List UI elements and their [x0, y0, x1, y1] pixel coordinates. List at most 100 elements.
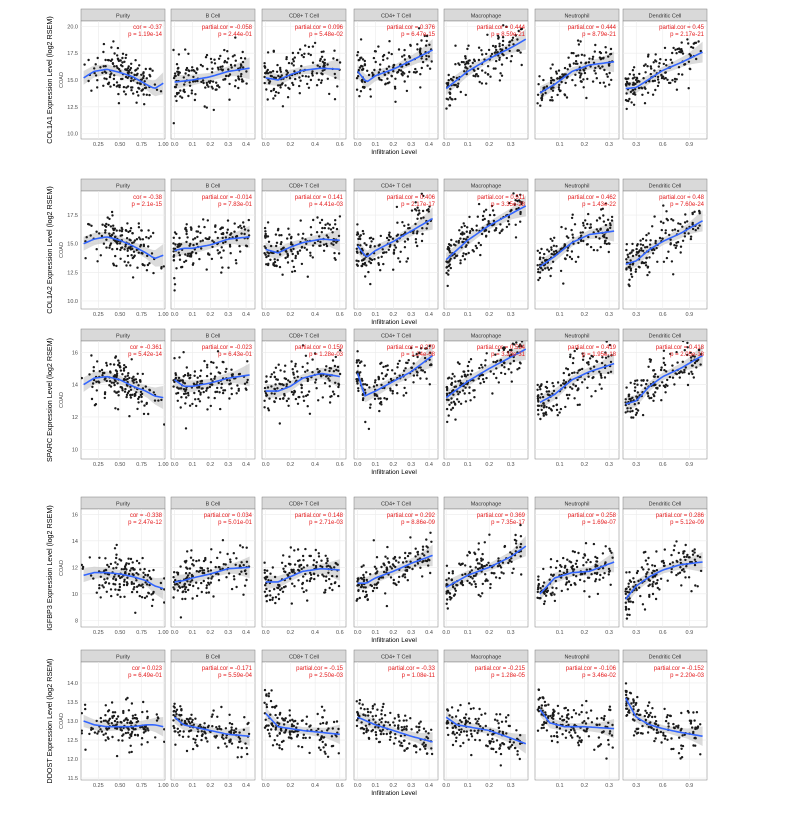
- scatter-point: [267, 579, 270, 582]
- scatter-point: [375, 556, 379, 559]
- scatter-point: [481, 214, 485, 218]
- scatter-point: [220, 382, 223, 386]
- scatter-point: [206, 408, 209, 411]
- scatter-point: [464, 386, 467, 389]
- x-tick-label: 0.0: [171, 312, 179, 318]
- scatter-point: [193, 391, 196, 395]
- scatter-point: [489, 586, 492, 590]
- scatter-point: [301, 74, 304, 78]
- scatter-point: [239, 544, 242, 547]
- scatter-point: [415, 209, 418, 212]
- x-axis-label: Infiltration Level: [371, 469, 417, 476]
- scatter-point: [660, 399, 663, 402]
- scatter-point: [479, 595, 482, 598]
- scatter-point: [601, 567, 605, 570]
- scatter-point: [652, 580, 655, 584]
- scatter-point: [667, 250, 670, 253]
- x-tick-label: 1.00: [158, 312, 169, 318]
- scatter-point: [239, 66, 242, 69]
- scatter-point: [631, 254, 635, 258]
- scatter-point: [298, 249, 302, 252]
- scatter-point: [118, 85, 121, 89]
- scatter-point: [126, 374, 129, 377]
- scatter-point: [309, 78, 313, 82]
- scatter-point: [445, 592, 448, 595]
- scatter-point: [446, 83, 450, 87]
- scatter-point: [305, 248, 309, 251]
- scatter-point: [452, 393, 455, 396]
- scatter-point: [335, 58, 339, 62]
- scatter-point: [420, 239, 424, 243]
- scatter-point: [263, 561, 266, 564]
- scatter-point: [556, 414, 559, 417]
- scatter-point: [142, 93, 145, 96]
- y-tick-label: 12.5: [67, 738, 78, 744]
- scatter-point: [492, 372, 495, 376]
- scatter-point: [414, 222, 417, 226]
- scatter-point: [543, 592, 546, 595]
- scatter-point: [134, 378, 138, 381]
- scatter-point: [234, 36, 237, 39]
- scatter-point: [512, 567, 515, 570]
- scatter-point: [145, 77, 148, 80]
- scatter-point: [476, 558, 479, 561]
- scatter-point: [496, 359, 499, 363]
- scatter-point: [500, 371, 503, 375]
- scatter-point: [173, 289, 176, 292]
- scatter-point: [603, 235, 606, 239]
- scatter-point: [647, 365, 650, 368]
- trend-line: [83, 375, 164, 399]
- scatter-point: [366, 598, 369, 602]
- scatter-point: [543, 86, 546, 89]
- scatter-point: [126, 582, 129, 585]
- scatter-point: [103, 578, 106, 581]
- correlation-label: partial.cor = 0.376: [387, 25, 436, 31]
- scatter-point: [172, 596, 175, 599]
- scatter-point: [445, 578, 448, 582]
- plot-area: [624, 341, 703, 419]
- x-tick-label: 0.4: [311, 630, 319, 636]
- scatter-point: [587, 235, 590, 239]
- scatter-point: [120, 234, 124, 237]
- scatter-point: [373, 394, 377, 397]
- scatter-point: [507, 223, 511, 226]
- scatter-point: [114, 355, 118, 358]
- scatter-point: [278, 584, 281, 587]
- scatter-point: [630, 273, 633, 276]
- panel-title: Macrophage: [471, 183, 502, 189]
- scatter-point: [510, 348, 513, 352]
- scatter-point: [303, 52, 306, 55]
- scatter-point: [190, 69, 193, 72]
- scatter-point: [202, 81, 205, 85]
- scatter-point: [517, 29, 520, 33]
- scatter-point: [294, 256, 297, 260]
- scatter-point: [121, 228, 124, 231]
- scatter-point: [83, 703, 87, 706]
- scatter-point: [489, 370, 492, 373]
- scatter-point: [336, 85, 339, 88]
- scatter-point: [274, 94, 277, 97]
- scatter-point: [99, 728, 102, 731]
- scatter-point: [380, 383, 383, 387]
- scatter-point: [148, 262, 151, 265]
- scatter-point: [115, 264, 118, 268]
- scatter-point: [186, 236, 189, 239]
- scatter-point: [475, 572, 478, 575]
- scatter-point: [625, 243, 628, 246]
- p-value-label: p = 1.19e-14: [128, 32, 163, 38]
- scatter-point: [624, 592, 627, 596]
- scatter-point: [461, 231, 464, 234]
- scatter-point: [184, 227, 187, 231]
- scatter-point: [579, 61, 583, 64]
- scatter-point: [572, 242, 575, 245]
- scatter-point: [129, 557, 133, 561]
- scatter-point: [520, 573, 523, 576]
- scatter-point: [567, 236, 570, 239]
- scatter-point: [179, 565, 182, 568]
- scatter-point: [519, 523, 522, 527]
- scatter-point: [172, 586, 175, 589]
- scatter-point: [468, 391, 471, 395]
- y-tick-label: 10: [72, 447, 78, 453]
- scatter-point: [629, 600, 632, 603]
